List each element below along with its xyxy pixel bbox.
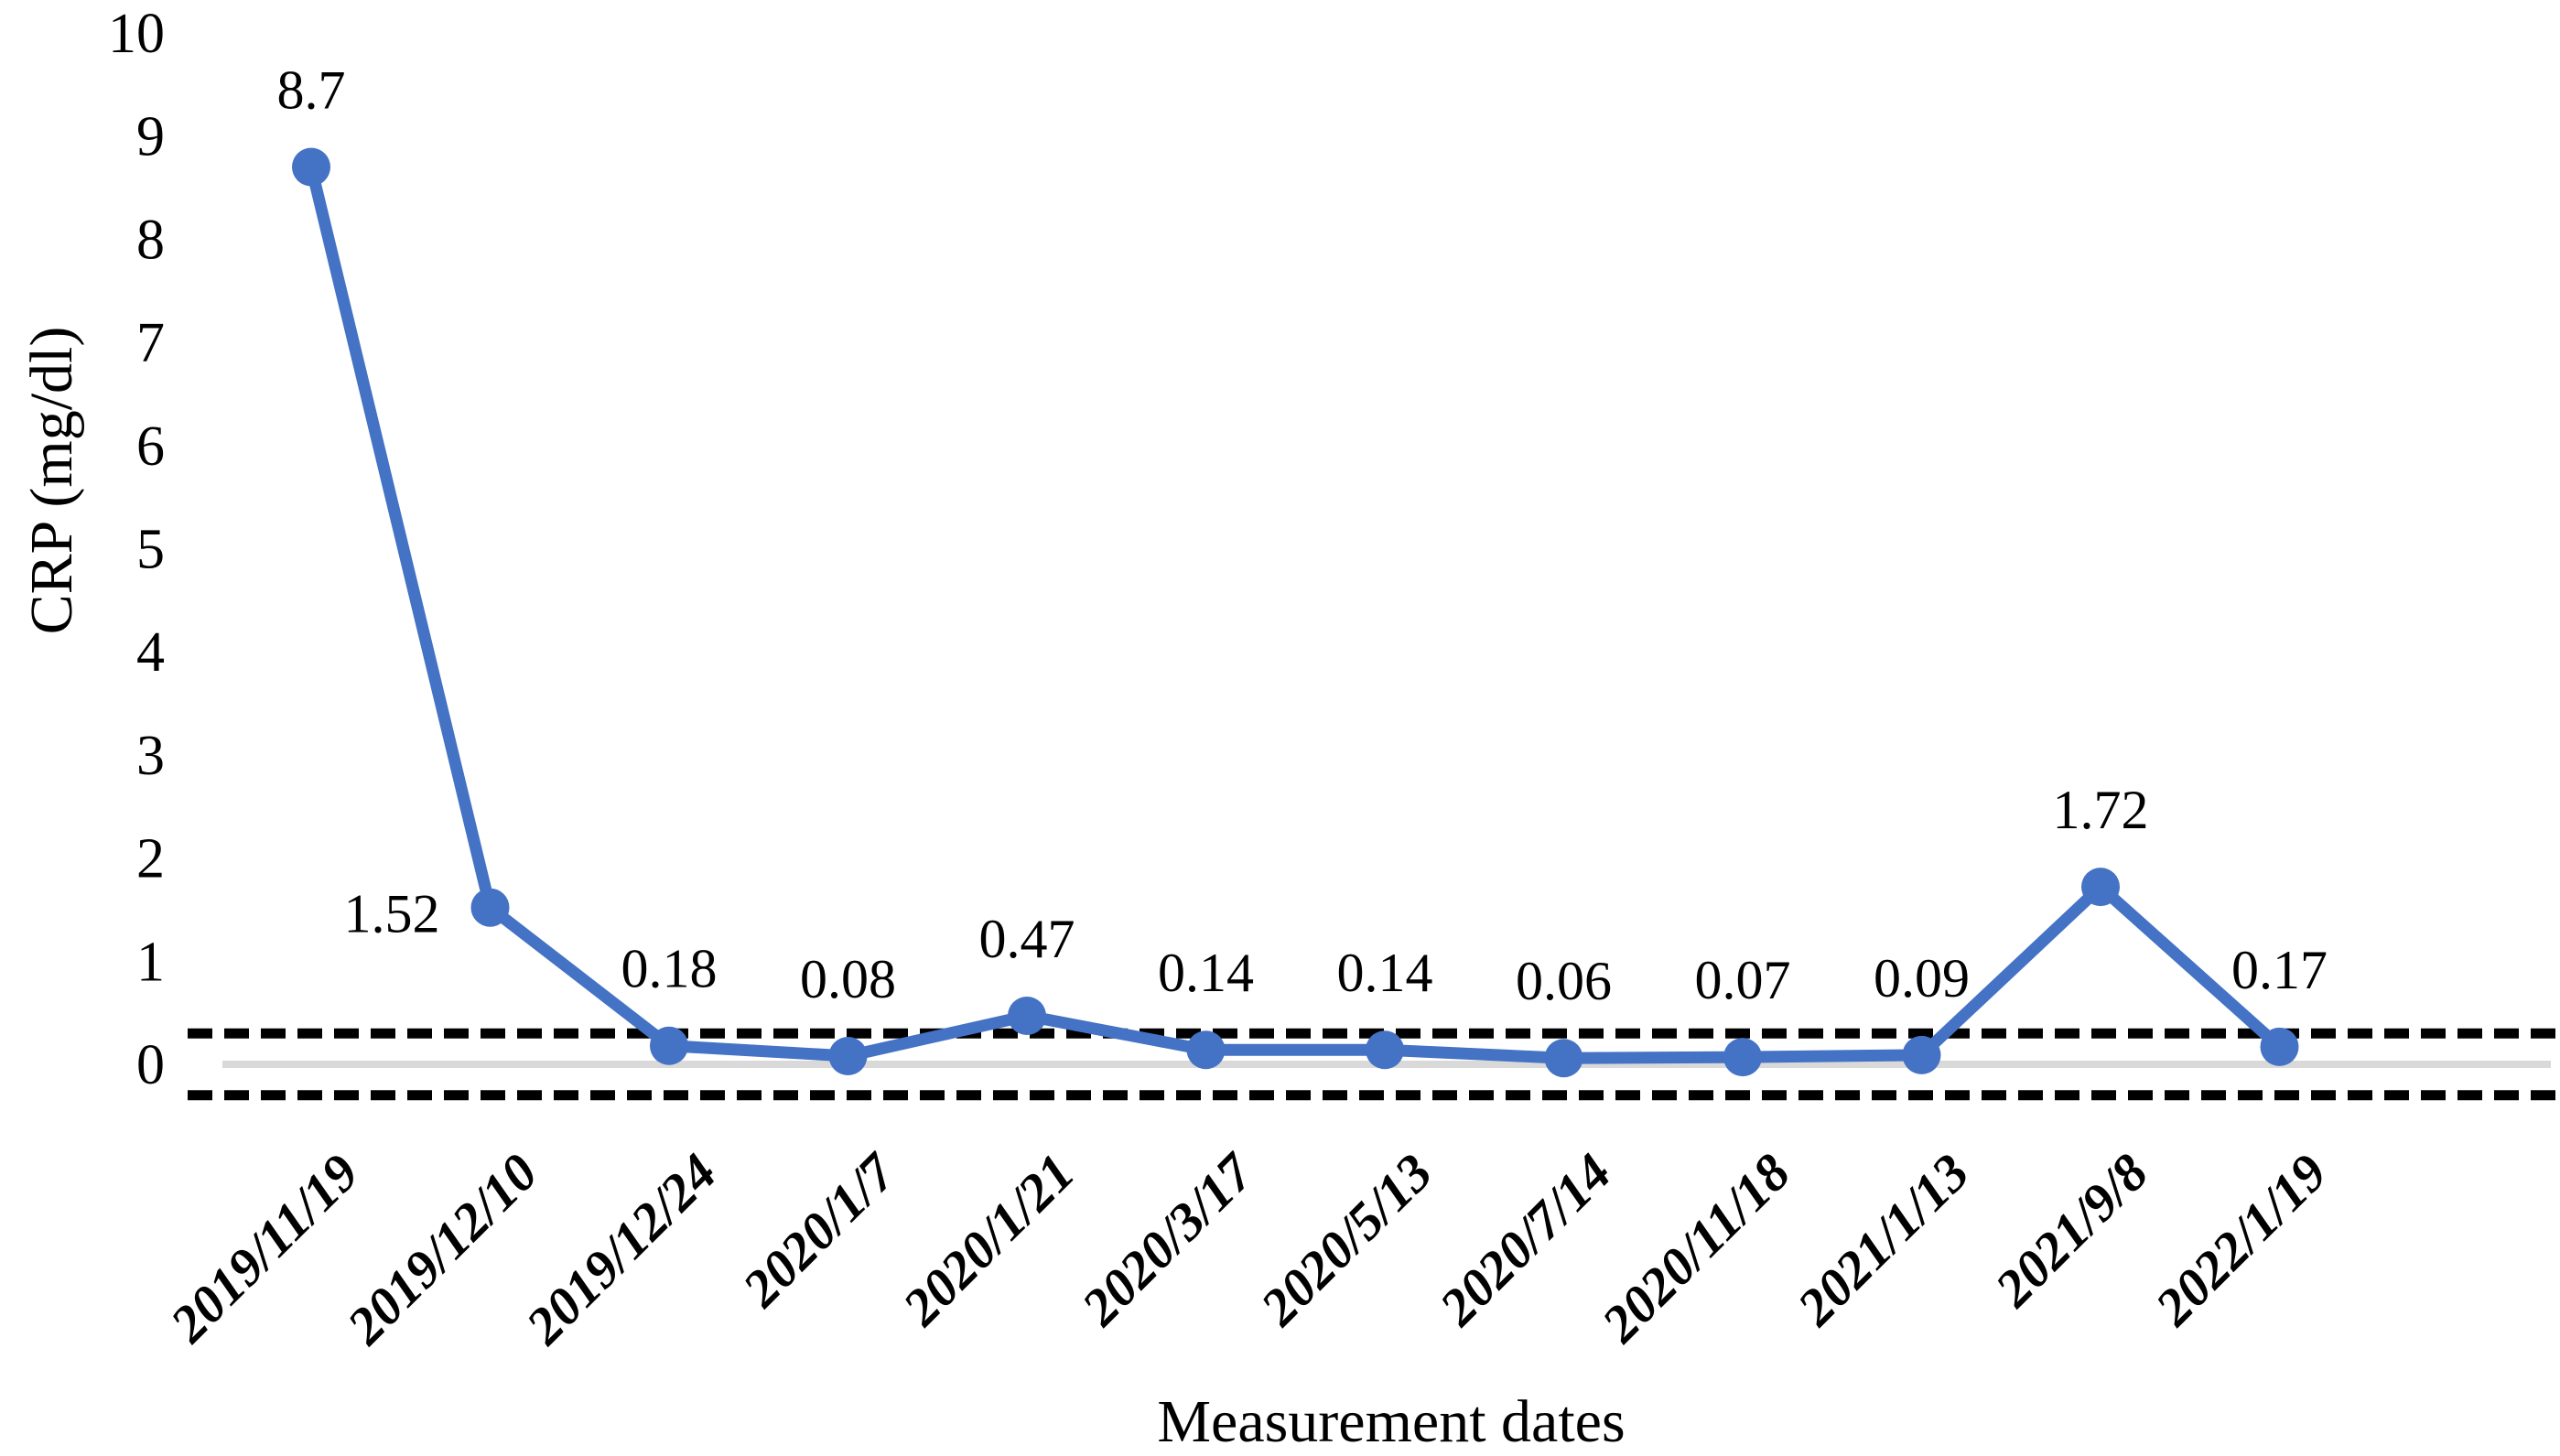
data-label: 0.14 (1337, 943, 1433, 1003)
data-point-marker (1186, 1030, 1226, 1070)
x-tick-label: 2019/12/10 (335, 1142, 549, 1356)
y-tick-label: 7 (136, 312, 165, 374)
data-label: 0.18 (621, 939, 718, 999)
data-point-marker (1008, 997, 1046, 1036)
x-tick-label: 2019/11/19 (158, 1142, 370, 1354)
data-label: 0.08 (800, 949, 896, 1009)
data-label: 1.52 (344, 884, 440, 944)
x-tick-label: 2020/5/13 (1248, 1142, 1443, 1337)
y-tick-label: 3 (136, 725, 165, 787)
y-tick-label: 8 (136, 209, 165, 271)
x-tick-label: 2020/3/17 (1070, 1141, 1266, 1337)
plot-area: 0 1 2 3 4 5 6 7 8 9 10 8.7 1.52 0.18 0.08 0.47 0.14 0.14 0… (108, 3, 2558, 1356)
data-label: 0.07 (1695, 950, 1791, 1010)
y-axis-title: CRP (mg/dl) (18, 327, 85, 635)
data-label: 0.14 (1158, 943, 1254, 1003)
data-point-marker (1723, 1038, 1762, 1077)
data-label: 8.7 (277, 60, 346, 121)
data-label: 0.09 (1874, 948, 1970, 1008)
data-point-marker (470, 888, 510, 927)
data-point-marker (292, 147, 330, 187)
data-point-marker (2260, 1027, 2299, 1066)
x-tick-label: 2020/1/7 (730, 1141, 908, 1319)
data-point-marker (650, 1026, 688, 1065)
y-tick-label: 5 (136, 519, 165, 581)
x-tick-label: 2022/1/19 (2144, 1142, 2339, 1337)
y-tick-label: 6 (136, 415, 165, 478)
y-tick-label: 10 (108, 3, 165, 65)
y-tick-label: 2 (136, 828, 165, 890)
y-tick-label: 1 (136, 931, 165, 993)
data-label: 0.06 (1516, 951, 1612, 1011)
data-label: 0.47 (979, 909, 1075, 969)
x-tick-label: 2019/12/24 (514, 1142, 729, 1356)
data-point-marker (1544, 1039, 1583, 1078)
data-label: 0.17 (2231, 940, 2328, 1000)
x-tick-label: 2021/1/13 (1786, 1142, 1981, 1337)
y-tick-label: 0 (136, 1034, 165, 1096)
x-tick-label: 2020/11/18 (1590, 1142, 1801, 1354)
y-tick-label: 9 (136, 106, 165, 168)
data-point-marker (828, 1036, 868, 1075)
data-point-marker (1902, 1035, 1941, 1074)
y-tick-label: 4 (136, 621, 165, 684)
data-point-marker (2081, 868, 2120, 907)
x-tick-label: 2021/9/8 (1983, 1142, 2159, 1318)
series-line (305, 161, 2285, 1064)
data-point-marker (1366, 1030, 1404, 1070)
x-axis-title: Measurement dates (1157, 1388, 1625, 1455)
x-tick-label: 2020/1/21 (891, 1142, 1086, 1337)
data-label: 1.72 (2053, 780, 2149, 840)
